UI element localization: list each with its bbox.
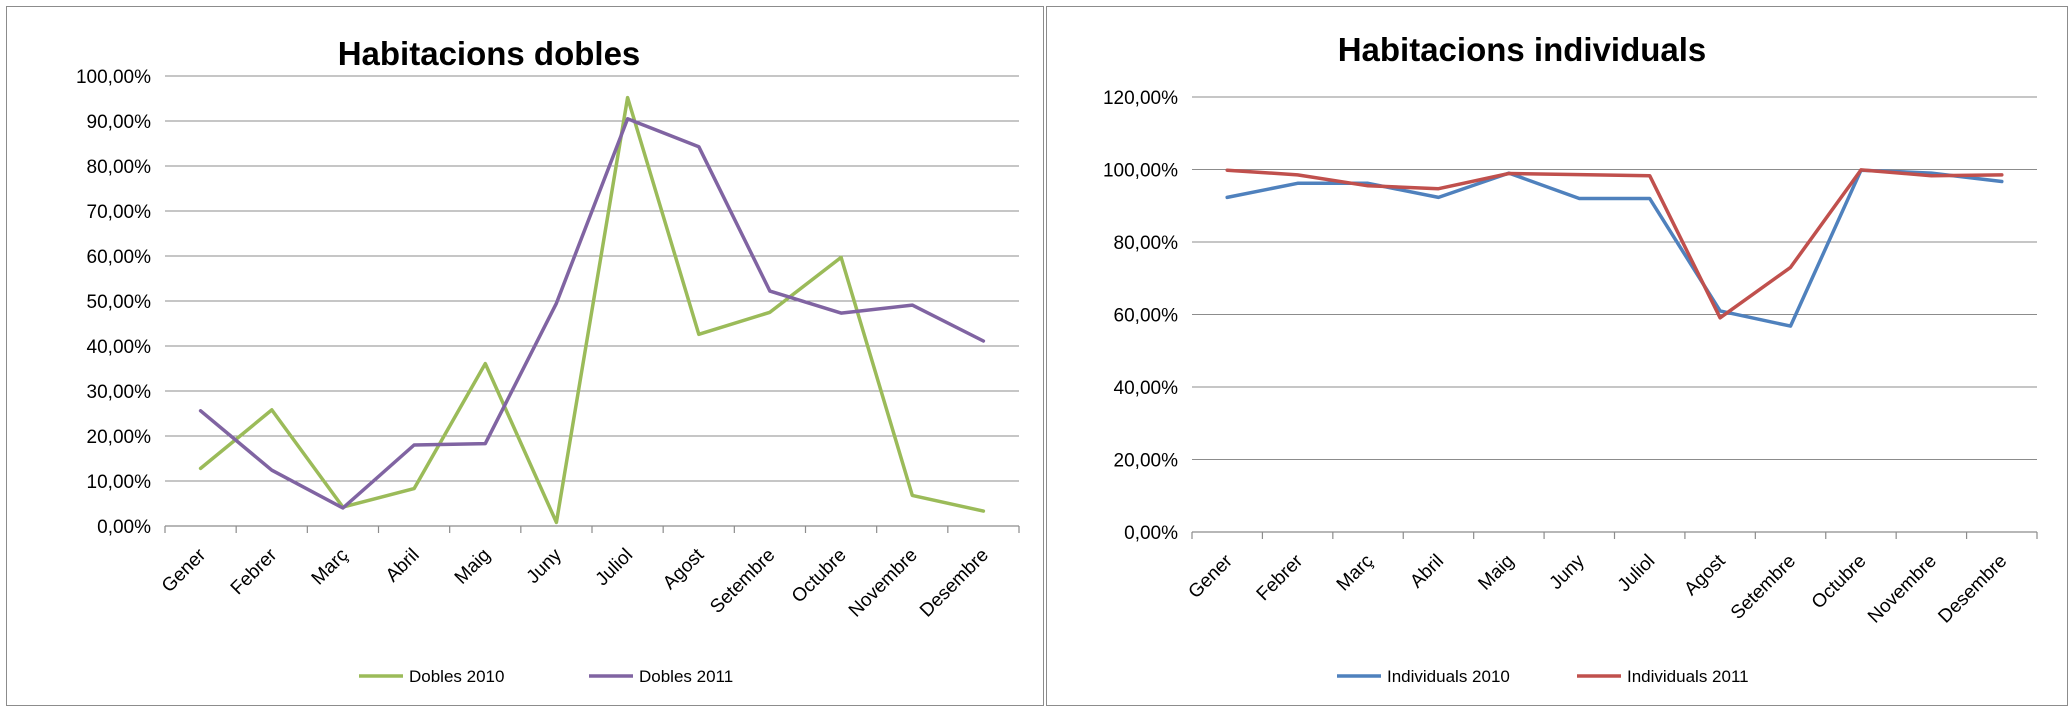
x-tick-label: Desembre — [1934, 551, 2011, 628]
x-tick-label: Març — [308, 545, 353, 590]
x-tick-label: Octubre — [1808, 551, 1871, 614]
x-tick-label: Desembre — [916, 545, 993, 622]
y-tick-label: 40,00% — [1114, 378, 1179, 399]
chart-title: Habitacions dobles — [338, 35, 641, 72]
y-tick-label: 40,00% — [87, 337, 152, 358]
x-tick-label: Novembre — [1864, 551, 1941, 628]
y-tick-label: 60,00% — [1114, 306, 1179, 327]
y-tick-label: 20,00% — [87, 427, 152, 448]
y-tick-label: 100,00% — [76, 67, 151, 88]
x-tick-label: Febrer — [227, 544, 282, 599]
chart-title: Habitacions individuals — [1338, 31, 1707, 68]
x-tick-label: Agost — [1680, 550, 1730, 600]
x-tick-label: Maig — [451, 545, 495, 589]
x-tick-label: Juny — [523, 544, 567, 588]
y-tick-label: 60,00% — [87, 247, 152, 268]
y-tick-label: 120,00% — [1103, 88, 1178, 109]
series-line-dobles-2010 — [198, 95, 986, 525]
x-tick-label: Novembre — [845, 545, 922, 622]
y-tick-label: 0,00% — [97, 517, 151, 538]
x-tick-label: Juliol — [592, 545, 637, 590]
chart-panel-dobles: Habitacions dobles 0,00% 10,00% 20,00% 30,00… — [6, 6, 1044, 706]
y-tick-label: 90,00% — [87, 112, 152, 133]
x-tick-label: Juliol — [1614, 551, 1659, 596]
y-tick-label: 30,00% — [87, 382, 152, 403]
legend-label: Dobles 2010 — [409, 667, 504, 686]
y-tick-label: 0,00% — [1124, 523, 1178, 544]
x-tick-label: Abril — [1406, 551, 1448, 593]
y-tick-label: 10,00% — [87, 472, 152, 493]
x-tick-label: Juny — [1546, 550, 1590, 594]
y-tick-label: 20,00% — [1114, 451, 1179, 472]
series-line-dobles-2011 — [198, 117, 986, 510]
legend-label: Individuals 2011 — [1627, 667, 1749, 686]
x-tick-label: Gener — [1185, 550, 1238, 603]
series-line-individuals-2010 — [1225, 168, 2004, 328]
y-tick-label: 80,00% — [87, 157, 152, 178]
x-tick-label: Maig — [1474, 551, 1518, 595]
y-tick-label: 70,00% — [87, 202, 152, 223]
chart-panel-individuals: Habitacions individuals 0,00% 20,00% 40,00%… — [1046, 6, 2068, 706]
y-tick-label: 50,00% — [87, 292, 152, 313]
x-tick-label: Setembre — [706, 545, 779, 618]
y-tick-label: 80,00% — [1114, 233, 1179, 254]
x-tick-label: Octubre — [788, 545, 851, 608]
x-tick-label: Setembre — [1727, 551, 1800, 624]
y-tick-label: 100,00% — [1103, 161, 1178, 182]
x-tick-label: Març — [1333, 551, 1378, 596]
legend-label: Individuals 2010 — [1387, 667, 1510, 686]
line-chart-dobles: Habitacions dobles 0,00% 10,00% 20,00% 30,00… — [76, 35, 1020, 686]
x-tick-label: Febrer — [1253, 550, 1308, 605]
legend-label: Dobles 2011 — [639, 667, 733, 686]
x-tick-label: Abril — [382, 545, 424, 587]
series-line-individuals-2011 — [1225, 168, 2004, 320]
line-chart-individuals: Habitacions individuals 0,00% 20,00% 40,00%… — [1103, 31, 2038, 686]
x-tick-label: Gener — [158, 544, 211, 597]
x-tick-label: Agost — [659, 544, 709, 594]
